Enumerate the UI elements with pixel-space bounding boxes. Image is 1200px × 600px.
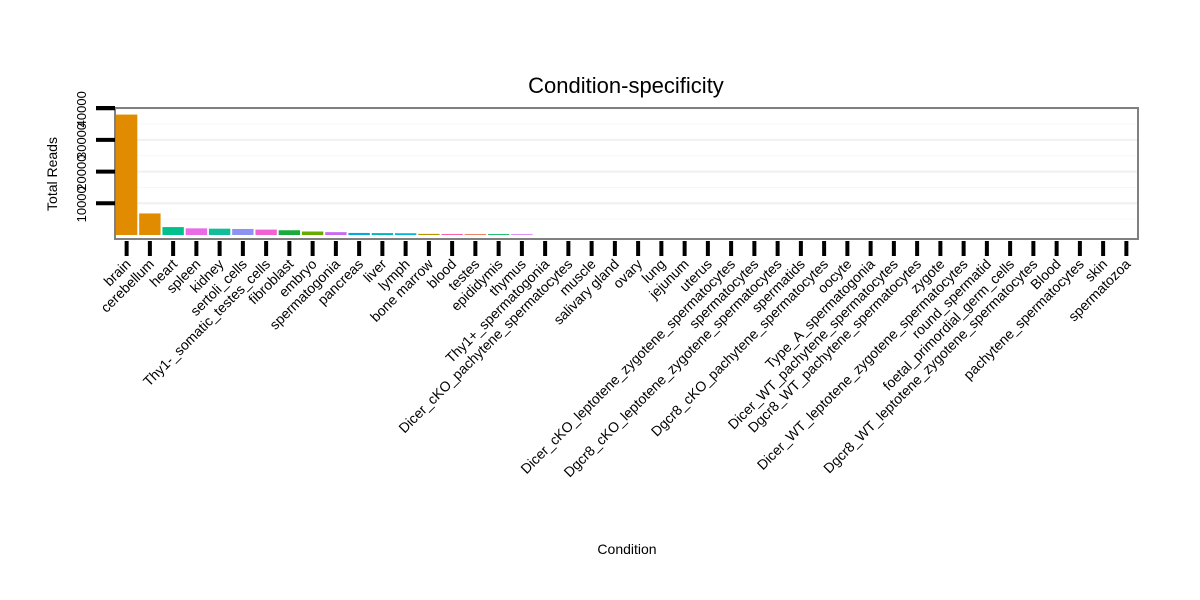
x-axis-title: Condition — [597, 541, 656, 557]
bar-heart — [162, 227, 184, 235]
plot-background — [115, 108, 1138, 239]
bar-fibroblast — [278, 230, 301, 235]
bar-thy1-somatic-testes-cells — [255, 229, 277, 235]
bar-cerebellum — [139, 213, 161, 235]
bar-thymus — [511, 234, 533, 235]
bar-spermatogonia — [325, 232, 347, 235]
bar-bone-marrow — [418, 233, 440, 235]
bar-lymph — [394, 233, 417, 235]
y-tick-label: 40000 — [74, 91, 89, 127]
bar-brain — [115, 114, 138, 235]
plot-area: 10000200003000040000braincerebellumheart… — [74, 91, 1139, 480]
bar-kidney — [208, 228, 231, 235]
bar-testes — [464, 234, 487, 235]
chart-title: Condition-specificity — [528, 73, 724, 98]
bar-embryo — [301, 231, 324, 235]
bar-sertoli-cells — [232, 228, 254, 235]
y-tick-label: 30000 — [74, 123, 89, 159]
y-tick-label: 20000 — [74, 155, 89, 191]
bar-pancreas — [348, 232, 370, 235]
y-axis-title: Total Reads — [44, 137, 60, 211]
y-tick-label: 10000 — [74, 186, 89, 222]
bar-blood — [441, 233, 463, 235]
bar-epididymis — [487, 234, 510, 235]
bar-spleen — [185, 228, 208, 235]
bar-liver — [371, 233, 394, 235]
